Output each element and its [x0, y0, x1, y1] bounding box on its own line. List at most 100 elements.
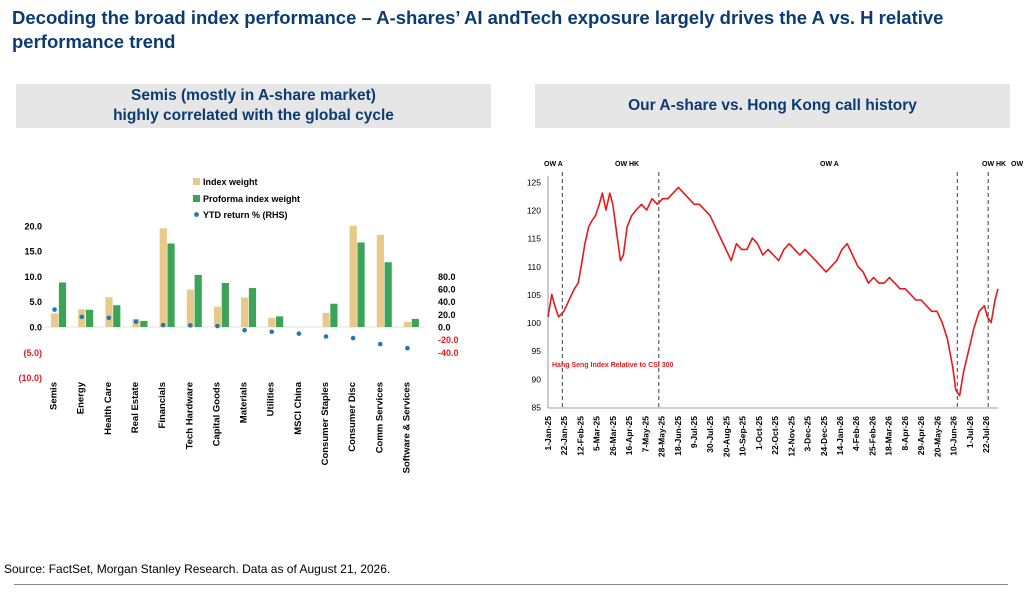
category-label: Real Estate — [130, 382, 141, 433]
bar-index-weight — [105, 297, 113, 327]
source-note: Source: FactSet, Morgan Stanley Research… — [4, 562, 391, 576]
bar-index-weight — [186, 289, 194, 327]
ytd-return-point — [350, 335, 356, 341]
right-axis-tick: -20.0 — [438, 335, 459, 345]
ytd-return-point — [323, 334, 329, 339]
x-axis-tick: 22-Jul-26 — [981, 416, 991, 453]
x-axis-tick: 22-Oct-25 — [770, 416, 780, 455]
ytd-return-point — [106, 315, 112, 321]
index-weight-bar-chart: Semis Energy Health Care Real Estate Financi… — [18, 177, 459, 473]
legend-swatch-index-weight — [193, 178, 200, 185]
x-axis-tick: 20-Aug-25 — [721, 416, 731, 457]
legend-label: YTD return % (RHS) — [203, 210, 288, 220]
bar-proforma-weight — [276, 316, 284, 327]
ytd-return-point — [133, 319, 139, 324]
left-panel-header-line1: Semis (mostly in A-share market) — [131, 87, 376, 104]
left-axis-tick: 0.0 — [29, 323, 42, 333]
bar-proforma-weight — [58, 282, 67, 327]
category-label: Software & Services — [401, 382, 412, 473]
bar-index-weight — [376, 234, 384, 327]
y-axis-tick: 110 — [527, 262, 541, 272]
ytd-return-point — [405, 345, 410, 351]
legend-label: Proforma index weight — [203, 194, 300, 204]
x-axis-tick: 18-Jun-25 — [673, 416, 683, 456]
category-label: Utilities — [266, 382, 277, 416]
call-label: OW A — [1011, 161, 1024, 168]
x-axis-tick: 22-Jan-25 — [559, 416, 569, 455]
x-axis-tick: 20-May-26 — [932, 416, 942, 457]
left-axis-tick: 20.0 — [24, 221, 42, 231]
right-axis-tick: 60.0 — [438, 285, 456, 295]
x-axis-tick: 28-May-25 — [657, 416, 667, 457]
x-axis-tick: 29-Apr-26 — [916, 416, 926, 455]
y-axis-tick: 100 — [527, 318, 541, 328]
bar-proforma-weight — [330, 303, 338, 327]
series-label: Hang Seng Index Relative to CSI 300 — [552, 362, 673, 369]
category-label: Materials — [239, 382, 250, 423]
x-axis-tick: 7-May-25 — [640, 416, 650, 453]
x-axis-tick: 4-Feb-26 — [851, 416, 861, 451]
y-axis-tick: 120 — [527, 205, 541, 215]
right-axis-tick: 40.0 — [438, 297, 456, 307]
y-axis-tick: 85 — [532, 403, 542, 413]
x-axis-tick: 24-Dec-25 — [819, 416, 829, 456]
x-axis-tick: 26-Mar-25 — [608, 416, 618, 456]
bar-proforma-weight — [411, 318, 419, 327]
x-axis-tick: 12-Nov-25 — [786, 416, 796, 457]
bar-proforma-weight — [357, 242, 365, 327]
bar-index-weight — [241, 297, 249, 327]
page-title: Decoding the broad index performance – A… — [12, 7, 944, 52]
x-axis-tick: 1-Oct-25 — [754, 416, 764, 450]
a-vs-h-relative-line-chart: 125 120 115 110 105 100 95 90 851-Jan-25 22-Jan-2… — [527, 161, 1024, 457]
x-axis-tick: 9-Jul-25 — [689, 416, 699, 448]
left-panel-header: Semis (mostly in A-share market) highly … — [16, 84, 491, 128]
bar-proforma-weight — [248, 288, 257, 327]
bar-proforma-weight — [194, 274, 202, 327]
legend-swatch-ytd-return — [194, 212, 199, 217]
bar-index-weight — [159, 228, 167, 327]
x-axis-tick: 30-Jul-25 — [705, 416, 715, 453]
bar-index-weight — [349, 225, 357, 327]
category-label: Capital Goods — [211, 382, 222, 446]
call-label: OW HK — [615, 161, 639, 168]
x-axis-tick: 16-Apr-25 — [624, 416, 634, 455]
right-axis-tick: 80.0 — [438, 272, 456, 282]
left-axis-tick: (5.0) — [23, 348, 42, 358]
x-axis-tick: 3-Dec-25 — [803, 416, 813, 452]
right-axis-tick: 20.0 — [438, 310, 456, 320]
bar-proforma-weight — [384, 262, 392, 327]
x-axis-tick: 18-Mar-26 — [884, 416, 894, 456]
right-axis-tick: -40.0 — [438, 348, 459, 358]
x-axis-tick: 5-Mar-25 — [592, 416, 602, 451]
bar-proforma-weight — [113, 305, 121, 327]
right-panel-header: Our A-share vs. Hong Kong call history — [535, 84, 1010, 128]
ytd-return-point — [79, 314, 85, 320]
ytd-return-point — [160, 322, 166, 328]
x-axis-tick: 1-Jul-26 — [965, 416, 975, 448]
x-axis-tick: 12-Feb-25 — [575, 416, 585, 456]
call-label: OW HK — [982, 161, 1006, 168]
left-axis-tick: 15.0 — [24, 247, 42, 257]
x-axis-tick: 25-Feb-26 — [867, 416, 877, 456]
x-axis-tick: 1-Jan-25 — [543, 416, 553, 451]
bar-index-weight — [51, 313, 59, 327]
legend-label: Index weight — [203, 177, 258, 187]
ytd-return-point — [215, 323, 220, 329]
left-axis-tick: (10.0) — [18, 373, 42, 383]
y-axis-tick: 125 — [527, 177, 541, 187]
bar-index-weight — [403, 321, 412, 327]
ytd-return-point — [377, 341, 383, 347]
category-label: Semis — [49, 382, 60, 410]
ytd-return-point — [242, 327, 247, 333]
bar-proforma-weight — [167, 243, 175, 327]
category-label: Tech Hardware — [184, 382, 195, 449]
category-label: Consumer Disc — [347, 382, 358, 452]
ytd-return-point — [52, 307, 57, 312]
ytd-return-point — [187, 323, 193, 328]
bar-proforma-weight — [140, 320, 148, 327]
right-panel-header-text: Our A-share vs. Hong Kong call history — [628, 97, 917, 114]
y-axis-tick: 105 — [527, 290, 541, 300]
bar-proforma-weight — [86, 309, 94, 327]
relative-performance-line — [547, 186, 999, 397]
bar-proforma-weight — [221, 282, 229, 327]
